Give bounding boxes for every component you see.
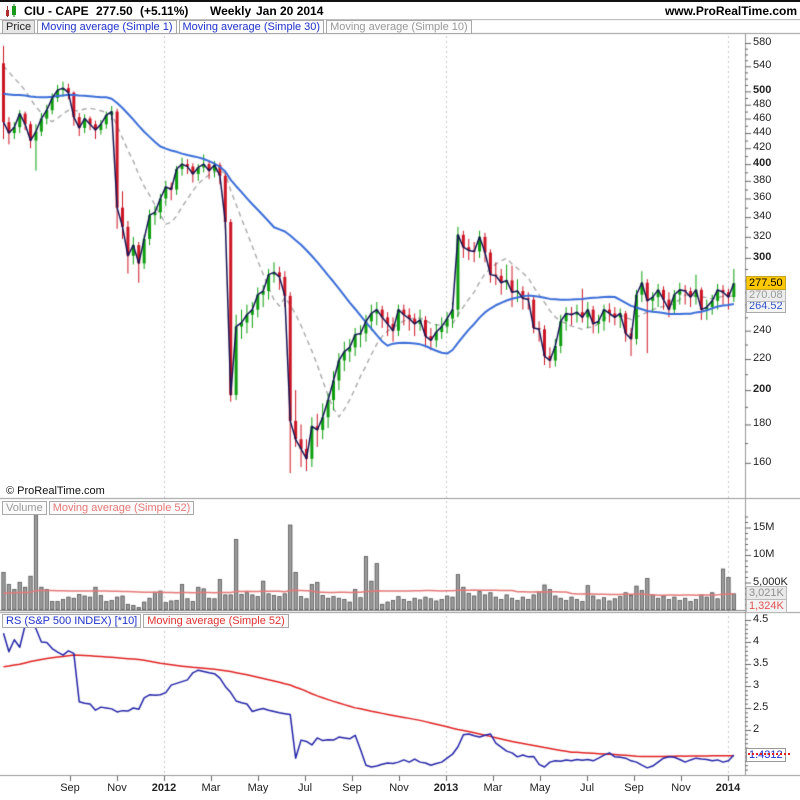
candlestick-icon [6, 4, 16, 17]
timeframe-label: Weekly [210, 4, 252, 18]
price-legend-row: Price Moving average (Simple 1) Moving a… [2, 20, 472, 34]
last-price-label: 277.50 [746, 276, 786, 291]
prorealtime-url: www.ProRealTime.com [664, 4, 797, 18]
legend-rs-sp500[interactable]: RS (S&P 500 INDEX) [*10] [2, 614, 142, 628]
volume-legend-row: Volume Moving average (Simple 52) [2, 501, 195, 515]
copyright-text: © ProRealTime.com [4, 485, 107, 497]
legend-volume-ma-52[interactable]: Moving average (Simple 52) [48, 501, 195, 515]
last-price-header: 277.50 [96, 4, 133, 18]
date-label: Jan 20 2014 [256, 4, 324, 18]
legend-rs-ma-52[interactable]: Moving average (Simple 52) [143, 614, 289, 628]
price-change: (+5.11%) [140, 4, 189, 18]
legend-ma-simple-30[interactable]: Moving average (Simple 30) [178, 20, 325, 34]
last-volume-label: 3,021K [746, 586, 787, 601]
legend-price[interactable]: Price [2, 20, 36, 34]
rs-ma52-tick [748, 752, 790, 755]
volume-ma52-label: 1,324K [746, 599, 787, 613]
ma10-value-label: 270.08 [746, 288, 786, 303]
window-top-border [0, 0, 800, 2]
rs-value-label: 1.4312 [746, 748, 786, 763]
symbol-name: CIU - CAPE [24, 4, 89, 18]
legend-volume[interactable]: Volume [2, 501, 47, 515]
ma30-value-label: 264.52 [746, 299, 786, 314]
rs-legend-row: RS (S&P 500 INDEX) [*10] Moving average … [2, 614, 289, 628]
legend-ma-simple-10[interactable]: Moving average (Simple 10) [326, 20, 472, 34]
legend-ma-simple-1[interactable]: Moving average (Simple 1) [37, 20, 177, 34]
chart-header: CIU - CAPE 277.50 (+5.11%) Weekly Jan 20… [0, 2, 800, 19]
